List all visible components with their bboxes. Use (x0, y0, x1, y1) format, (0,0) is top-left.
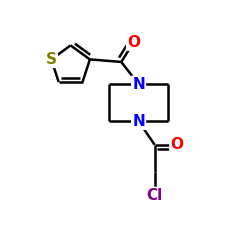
Text: S: S (46, 52, 57, 67)
Text: O: O (127, 35, 140, 50)
Text: N: N (132, 77, 145, 92)
Text: N: N (132, 114, 145, 129)
Text: Cl: Cl (146, 188, 163, 203)
Text: O: O (170, 137, 183, 152)
